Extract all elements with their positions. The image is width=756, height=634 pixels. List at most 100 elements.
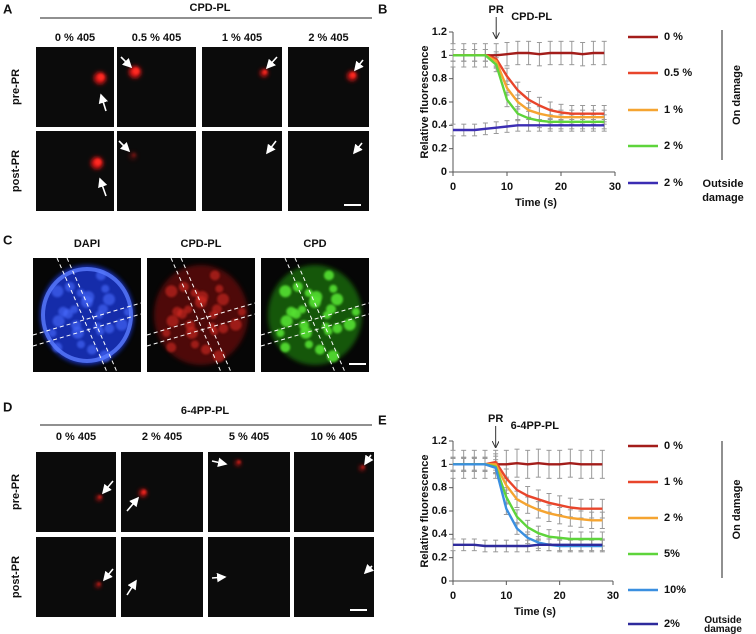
signal-spot [94, 158, 102, 166]
nucleus-texture [115, 318, 128, 331]
nucleus-texture [200, 344, 211, 355]
nucleus-ring [41, 267, 133, 363]
micrograph [202, 47, 282, 127]
y-tick-label: 0.6 [432, 96, 447, 108]
nucleus-texture [51, 285, 64, 298]
column-label: 10 % 405 [311, 431, 357, 443]
y-tick-label: 0 [441, 575, 447, 587]
nucleus-texture [329, 284, 338, 293]
legend-label: 5% [664, 548, 680, 560]
nucleus-texture [304, 340, 313, 349]
arrow [363, 563, 375, 575]
chart-title: CPD-PL [511, 11, 552, 23]
damage-track [260, 313, 370, 347]
nucleus-texture [166, 315, 179, 328]
row-label: post-PR [10, 150, 22, 192]
nucleus-texture [343, 318, 356, 331]
annotation: PR [488, 413, 503, 425]
y-tick-label: 0.4 [432, 528, 448, 540]
nucleus-texture [291, 308, 302, 319]
damage-track [260, 302, 370, 336]
panel-letter: A [3, 1, 13, 16]
nucleus-texture [185, 326, 198, 339]
signal-spot [237, 460, 241, 464]
y-tick-label: 0.8 [432, 73, 447, 85]
row-label: post-PR [10, 556, 22, 598]
signal-spot [98, 495, 102, 499]
nucleus [40, 265, 134, 365]
x-tick-label: 20 [554, 590, 566, 602]
panel-letter: E [378, 412, 387, 427]
legend-label: 1 % [664, 104, 683, 116]
signal-spot [350, 72, 356, 78]
nucleus-texture [217, 293, 230, 306]
signal-spot [131, 152, 137, 158]
nucleus-texture [104, 323, 115, 334]
panel-header: 6-4PP-PL [181, 405, 230, 417]
group-label: On damage [731, 65, 743, 125]
arrow [102, 568, 114, 582]
nucleus-texture [280, 342, 291, 353]
nucleus-texture [86, 344, 97, 355]
nucleus-texture [332, 323, 343, 334]
error-bar [599, 449, 605, 479]
column-label: CPD-PL [181, 238, 222, 250]
x-tick-label: 0 [450, 181, 456, 193]
y-tick-label: 0.8 [432, 482, 447, 494]
nucleus-texture [52, 315, 65, 328]
column-label: 0 % 405 [55, 32, 95, 44]
legend-label: 10% [664, 584, 686, 596]
nucleus [268, 265, 362, 365]
arrow [364, 454, 374, 466]
micrograph [288, 47, 369, 127]
legend-label: 2% [664, 618, 680, 630]
damage-track [32, 302, 142, 336]
arrow [126, 496, 140, 512]
nucleus-texture [190, 288, 199, 297]
panel-letter: D [3, 399, 12, 414]
arrow [98, 177, 108, 197]
legend-label: 0 % [664, 440, 683, 452]
arrow [211, 572, 227, 583]
y-axis-label: Relative fluorescence [419, 45, 431, 158]
annotation: PR [489, 4, 504, 16]
nucleus-texture [323, 270, 334, 281]
micrograph [36, 47, 114, 127]
nucleus-texture [218, 323, 229, 334]
group-label: Outside damage [702, 178, 744, 204]
column-label: 1 % 405 [222, 32, 262, 44]
x-tick-label: 20 [555, 181, 567, 193]
x-axis-label: Time (s) [514, 606, 556, 618]
nucleus-texture [304, 288, 313, 297]
legend-label: 0 % [664, 31, 683, 43]
x-tick-label: 0 [450, 590, 456, 602]
arrow [353, 142, 363, 155]
nucleus-texture [162, 329, 171, 338]
column-label: 0.5 % 405 [132, 32, 182, 44]
x-tick-label: 30 [607, 590, 619, 602]
nucleus-texture [325, 304, 336, 315]
nucleus-texture [76, 288, 85, 297]
nucleus-texture [211, 304, 222, 315]
column-label: 0 % 405 [56, 431, 96, 443]
damage-track [146, 313, 256, 347]
nucleus-texture [331, 293, 344, 306]
nucleus-texture [280, 315, 293, 328]
arrow [120, 56, 133, 69]
panel-letter: C [3, 232, 13, 247]
arrow [354, 59, 364, 72]
micrograph [294, 537, 374, 617]
signal-spot [97, 582, 101, 586]
nucleus-texture [97, 304, 108, 315]
legend-label: 2 % [664, 512, 683, 524]
y-axis-label: Relative fluorescence [419, 454, 431, 567]
nucleus-texture [237, 307, 246, 316]
nucleus-texture [279, 285, 292, 298]
row-label: pre-PR [10, 474, 22, 510]
arrow [118, 140, 131, 153]
chart-title: 6-4PP-PL [511, 420, 560, 432]
series-line [453, 124, 605, 132]
group-label: On damage [731, 480, 743, 540]
arrow [101, 480, 114, 495]
micrograph [117, 131, 196, 211]
